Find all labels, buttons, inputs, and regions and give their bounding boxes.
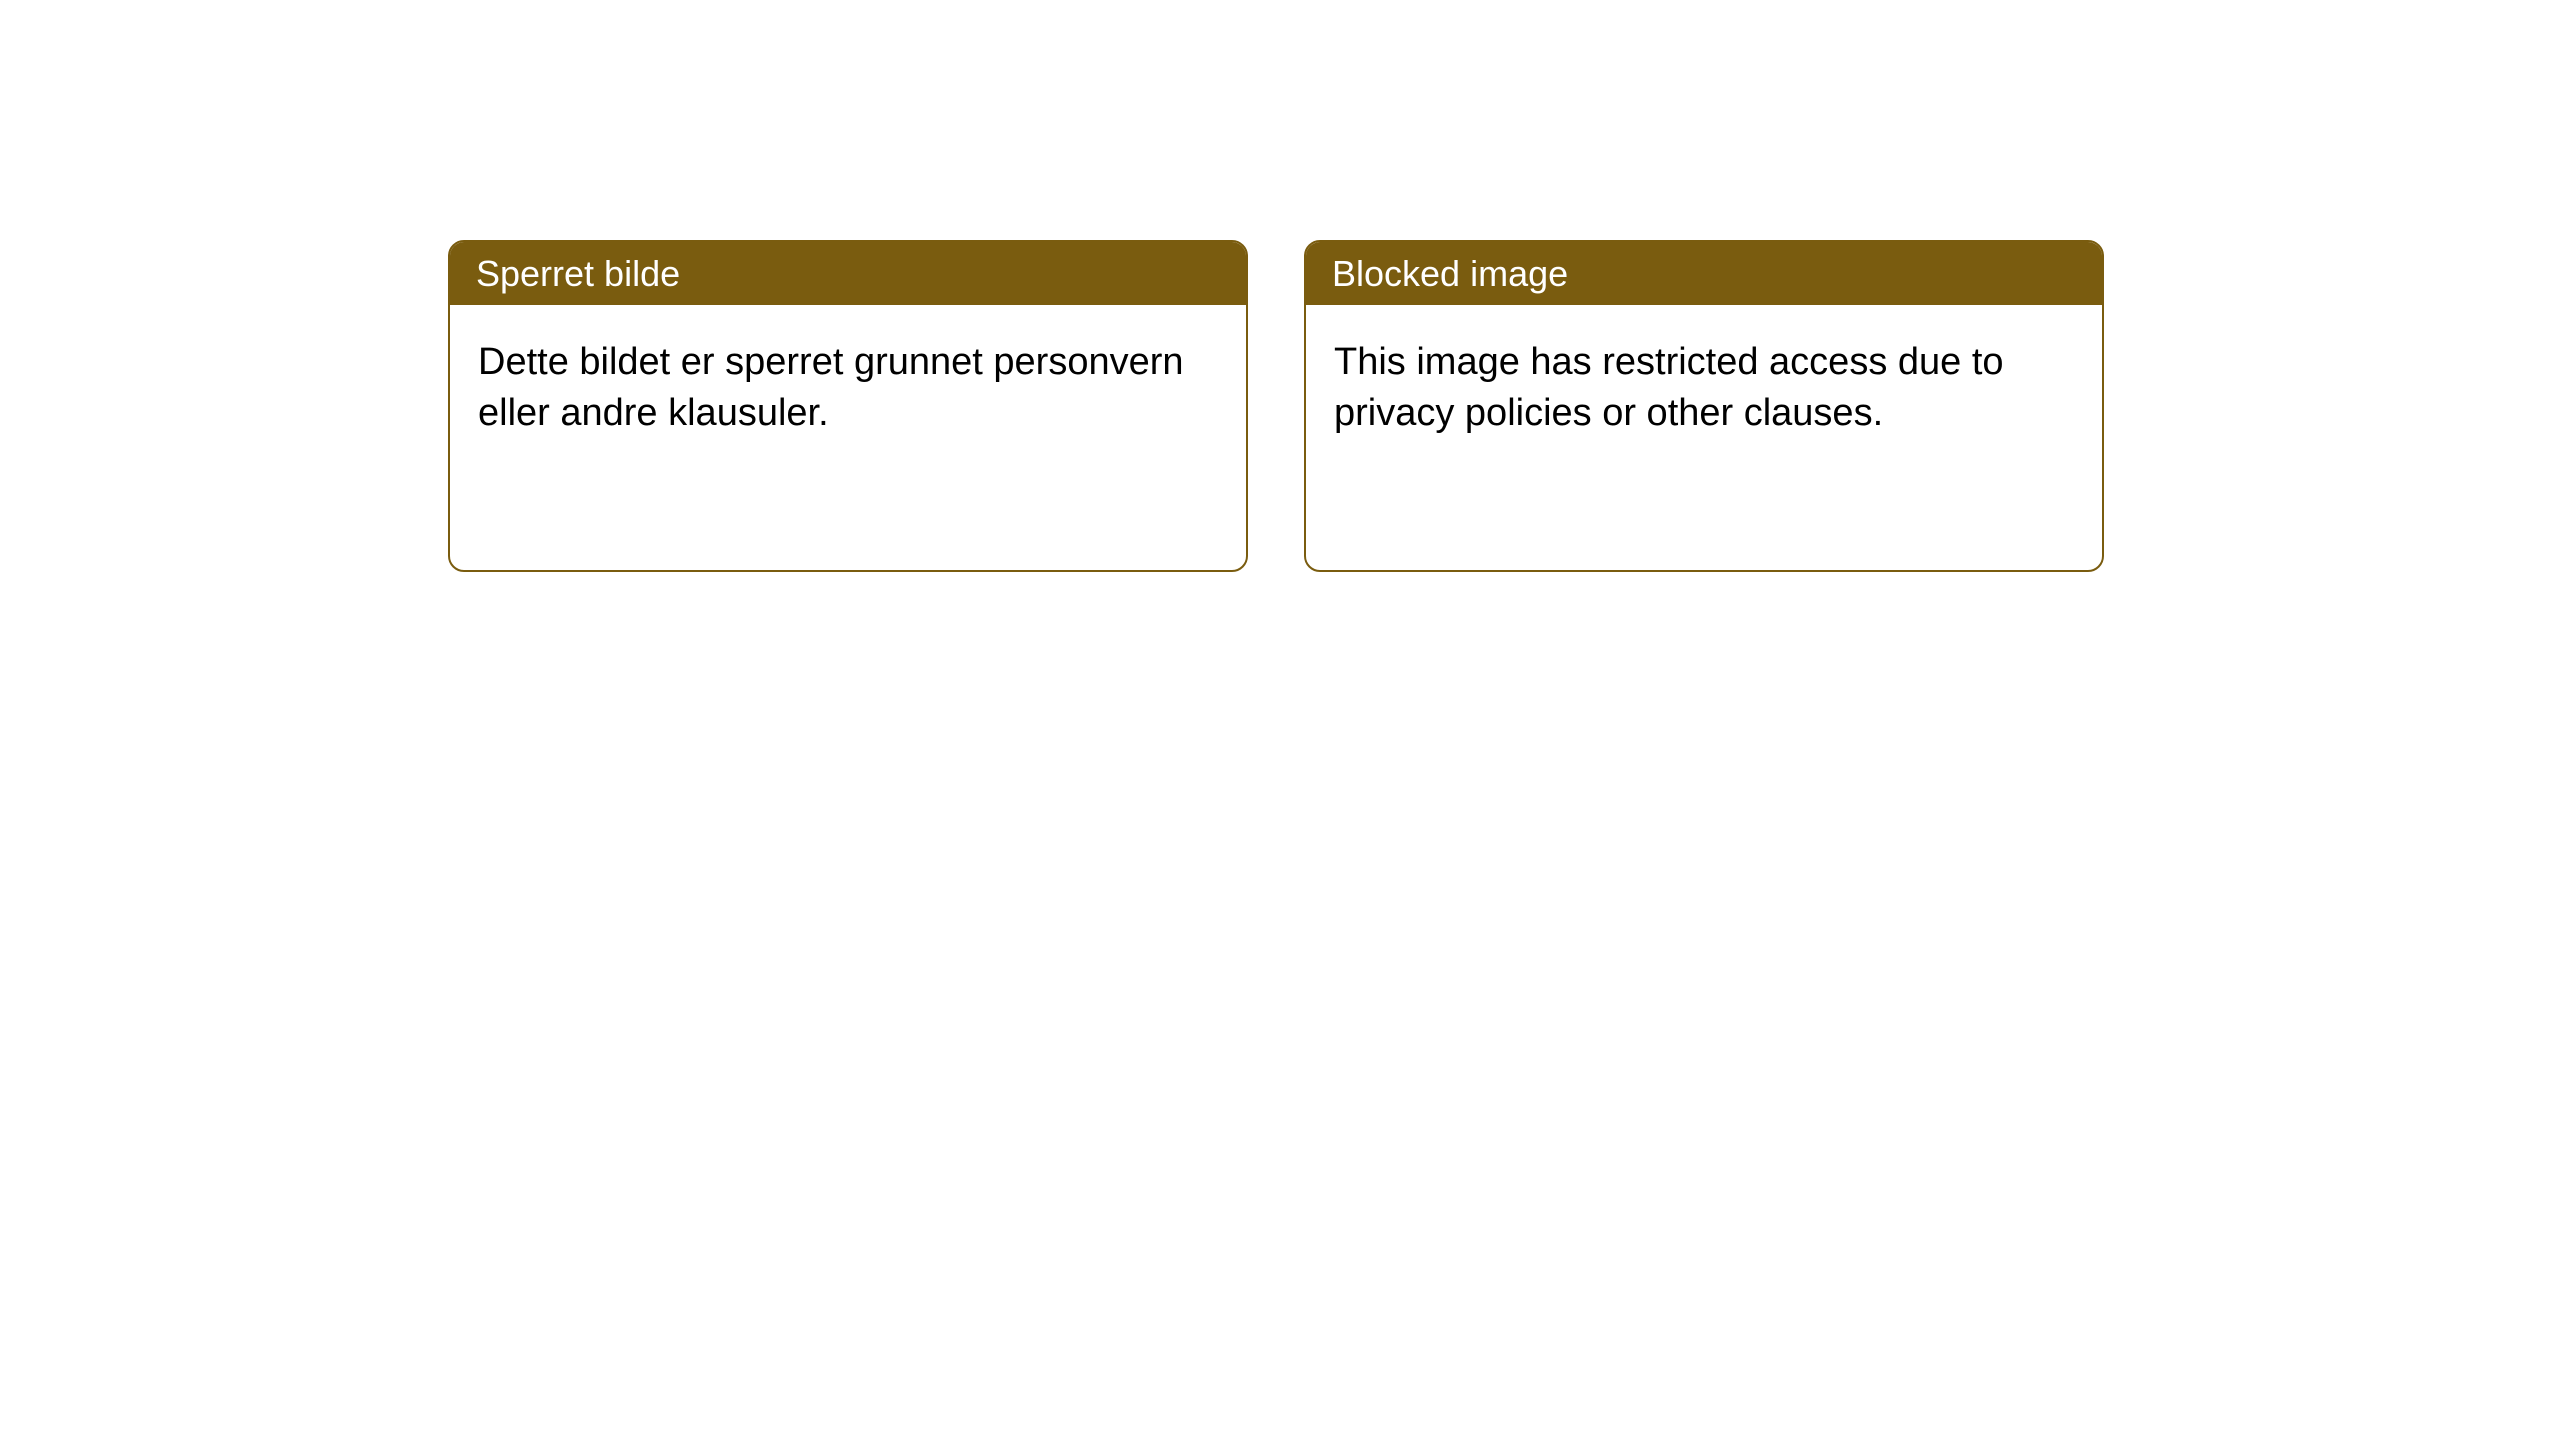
notice-container: Sperret bilde Dette bildet er sperret gr…: [0, 0, 2560, 572]
notice-card-english: Blocked image This image has restricted …: [1304, 240, 2104, 572]
notice-body-text: Dette bildet er sperret grunnet personve…: [450, 305, 1246, 472]
notice-header: Blocked image: [1306, 242, 2102, 305]
notice-card-norwegian: Sperret bilde Dette bildet er sperret gr…: [448, 240, 1248, 572]
notice-body-text: This image has restricted access due to …: [1306, 305, 2102, 472]
notice-header: Sperret bilde: [450, 242, 1246, 305]
